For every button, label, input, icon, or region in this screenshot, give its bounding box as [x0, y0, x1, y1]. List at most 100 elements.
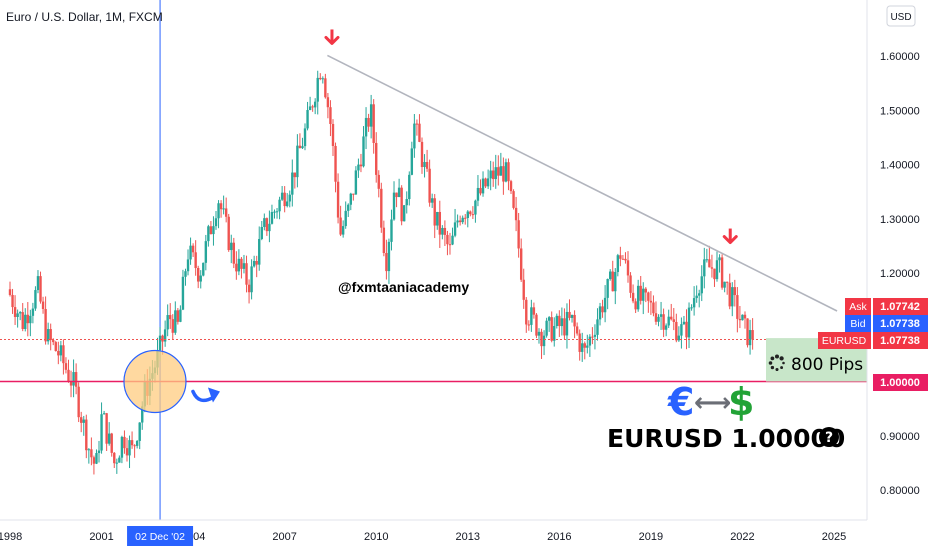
- candle-body: [354, 170, 358, 195]
- candle-body: [664, 325, 668, 330]
- ask-label: Ask: [849, 301, 867, 313]
- candle-body: [339, 217, 342, 235]
- candle-body: [316, 77, 319, 102]
- loading-dot: [775, 367, 779, 372]
- dollar-symbol-icon: $: [728, 380, 754, 424]
- candle-body: [621, 258, 625, 260]
- candle-body: [703, 259, 706, 277]
- time-tick-label: 2016: [547, 531, 571, 543]
- candle-body: [606, 279, 609, 298]
- candle-body: [90, 449, 93, 458]
- candle-body: [535, 314, 538, 336]
- candle-body: [670, 316, 673, 320]
- candle-body: [357, 164, 360, 171]
- candle-body: [563, 318, 566, 336]
- candle-body: [69, 381, 73, 386]
- candle-body: [245, 263, 248, 285]
- time-tick-label: 2025: [822, 531, 846, 543]
- candle-body: [649, 300, 653, 303]
- candle-body: [608, 271, 612, 280]
- candle-body: [95, 453, 98, 464]
- candle-body: [479, 187, 482, 194]
- euro-symbol-icon: €: [667, 380, 694, 424]
- candle-body: [466, 211, 469, 219]
- candle-body: [372, 104, 375, 143]
- candle-body: [306, 110, 309, 129]
- candle-body: [258, 238, 261, 265]
- candle-body: [364, 117, 368, 137]
- candle-body: [504, 162, 508, 182]
- candle-body: [499, 166, 503, 176]
- candle-body: [705, 259, 709, 261]
- candle-body: [118, 457, 121, 463]
- candle-body: [204, 241, 208, 263]
- candle-body: [415, 123, 419, 125]
- candle-body: [746, 318, 749, 346]
- candle-body: [166, 315, 169, 330]
- candle-body: [59, 345, 63, 356]
- candle-body: [382, 227, 386, 254]
- candle-body: [492, 170, 495, 180]
- currency-button-label[interactable]: USD: [890, 12, 911, 23]
- time-tick-label: 2007: [272, 531, 296, 543]
- loading-dot: [780, 366, 784, 370]
- candle-body: [260, 226, 263, 239]
- candle-body: [507, 162, 510, 182]
- candle-body: [128, 440, 131, 456]
- watermark-text: @fxmtaaniacademy: [338, 279, 469, 295]
- candle-body: [326, 97, 330, 108]
- candle-body: [441, 227, 444, 235]
- candle-body: [402, 205, 406, 222]
- bid-label: Bid: [850, 318, 865, 330]
- candle-body: [657, 316, 660, 322]
- candle-body: [230, 242, 233, 251]
- marker-group: [324, 29, 738, 245]
- candle-body: [36, 276, 40, 291]
- candle-body: [85, 419, 88, 451]
- candle-body: [733, 287, 737, 296]
- candle-body: [347, 204, 350, 211]
- loading-dot: [768, 361, 773, 365]
- loading-dot: [782, 361, 785, 365]
- candle-body: [690, 307, 693, 309]
- price-tick-label: 0.90000: [880, 431, 920, 443]
- time-tick-label: 2001: [89, 531, 113, 543]
- candle-body: [329, 107, 332, 124]
- candle-body: [659, 314, 663, 317]
- price-axis-bg: [867, 0, 932, 550]
- candle-body: [237, 258, 241, 272]
- candle-body: [375, 142, 378, 175]
- candle-body: [553, 326, 556, 341]
- candle-body: [680, 324, 683, 336]
- candle-body: [191, 245, 195, 253]
- candle-body: [57, 350, 60, 356]
- candle-body: [667, 316, 670, 326]
- candle-body: [214, 218, 218, 227]
- candle-body: [367, 117, 370, 127]
- candle-body: [113, 452, 116, 464]
- bid-value: 1.07738: [880, 318, 920, 330]
- candle-body: [377, 174, 380, 189]
- question-icon-glyph[interactable]: ?: [825, 430, 833, 446]
- candle-body: [537, 331, 541, 336]
- currency-button[interactable]: [886, 5, 916, 27]
- candle-body: [31, 308, 35, 316]
- ask-badge: Ask 1.07742: [845, 298, 928, 315]
- candle-body: [558, 315, 561, 327]
- candle-body: [598, 306, 602, 320]
- candle-body: [626, 260, 630, 276]
- candle-body: [743, 314, 747, 319]
- candle-body: [634, 301, 637, 310]
- curved-arrow-icon: [191, 389, 215, 403]
- loading-dot: [774, 354, 780, 359]
- candle-body: [308, 106, 312, 111]
- candle-body: [250, 266, 253, 293]
- bid-badge: Bid 1.07738: [845, 315, 928, 332]
- symbol-badge-label: EURUSD: [822, 335, 867, 347]
- candle-body: [639, 285, 642, 301]
- candle-body: [380, 188, 383, 228]
- candle-body: [286, 201, 289, 207]
- question-circle-icon[interactable]: [819, 427, 839, 447]
- candle-body: [497, 167, 500, 176]
- candle-body: [542, 335, 546, 347]
